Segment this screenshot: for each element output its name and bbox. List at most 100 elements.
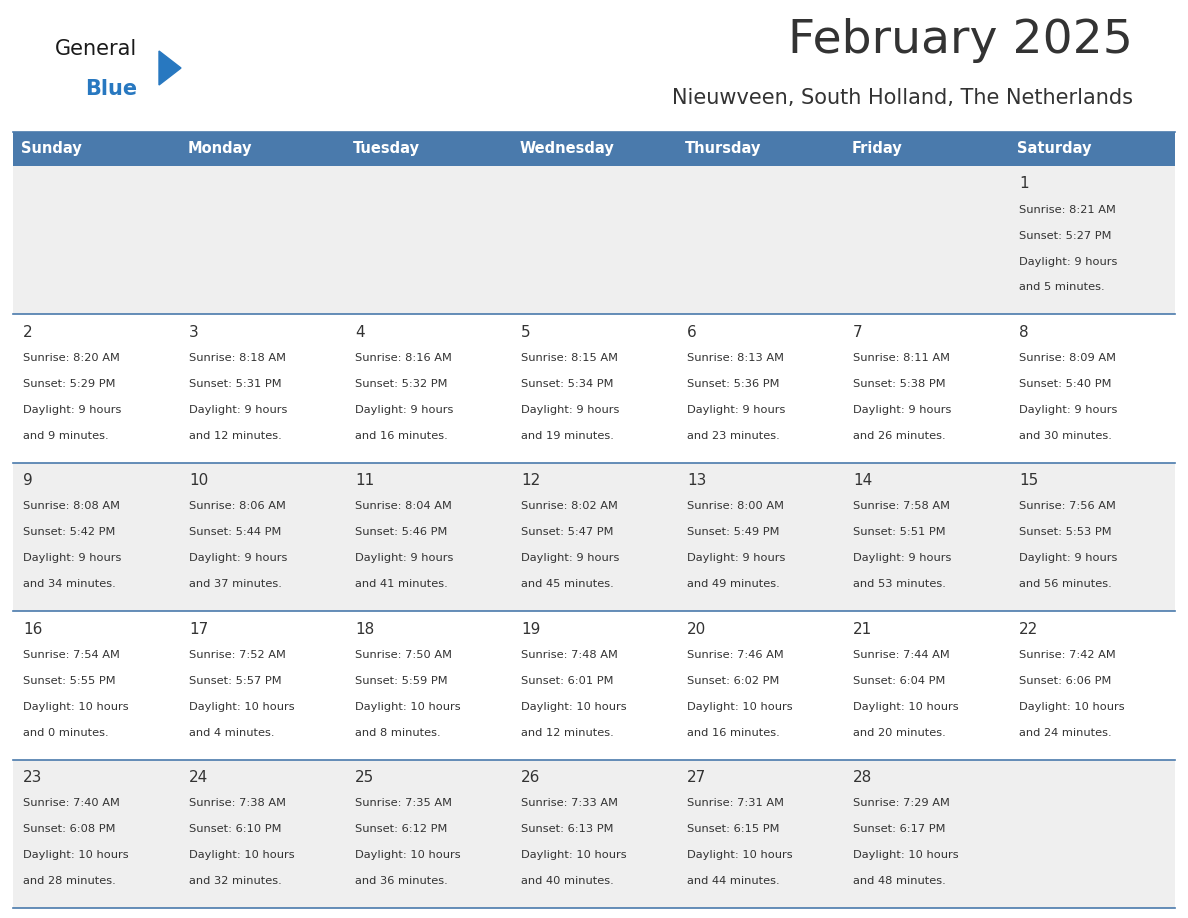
Text: Daylight: 10 hours: Daylight: 10 hours bbox=[522, 850, 626, 860]
Text: and 12 minutes.: and 12 minutes. bbox=[189, 431, 282, 441]
Bar bbox=[13, 314, 1175, 463]
Text: Sunset: 5:51 PM: Sunset: 5:51 PM bbox=[853, 527, 946, 537]
Text: Sunset: 6:10 PM: Sunset: 6:10 PM bbox=[189, 824, 282, 834]
Text: 22: 22 bbox=[1019, 621, 1038, 636]
Text: General: General bbox=[55, 39, 138, 59]
Text: Sunrise: 7:40 AM: Sunrise: 7:40 AM bbox=[23, 798, 120, 808]
Text: Sunset: 5:32 PM: Sunset: 5:32 PM bbox=[355, 379, 448, 389]
Text: Sunrise: 8:08 AM: Sunrise: 8:08 AM bbox=[23, 501, 120, 511]
Text: Sunset: 6:01 PM: Sunset: 6:01 PM bbox=[522, 676, 613, 686]
Text: and 44 minutes.: and 44 minutes. bbox=[687, 876, 779, 886]
Text: Sunrise: 7:35 AM: Sunrise: 7:35 AM bbox=[355, 798, 451, 808]
Text: and 48 minutes.: and 48 minutes. bbox=[853, 876, 946, 886]
Text: and 20 minutes.: and 20 minutes. bbox=[853, 728, 946, 738]
Bar bbox=[345, 132, 511, 166]
Text: Sunrise: 8:13 AM: Sunrise: 8:13 AM bbox=[687, 353, 784, 363]
Text: and 36 minutes.: and 36 minutes. bbox=[355, 876, 448, 886]
Text: Sunrise: 8:04 AM: Sunrise: 8:04 AM bbox=[355, 501, 451, 511]
Text: 6: 6 bbox=[687, 325, 696, 340]
Text: Sunrise: 7:48 AM: Sunrise: 7:48 AM bbox=[522, 650, 618, 660]
Text: Sunset: 5:59 PM: Sunset: 5:59 PM bbox=[355, 676, 448, 686]
Bar bbox=[1009, 132, 1175, 166]
Text: and 19 minutes.: and 19 minutes. bbox=[522, 431, 614, 441]
Bar bbox=[13, 463, 1175, 611]
Text: Sunrise: 7:31 AM: Sunrise: 7:31 AM bbox=[687, 798, 784, 808]
Text: Daylight: 9 hours: Daylight: 9 hours bbox=[23, 405, 121, 415]
Text: and 34 minutes.: and 34 minutes. bbox=[23, 579, 115, 589]
Text: Daylight: 9 hours: Daylight: 9 hours bbox=[687, 554, 785, 564]
Text: 27: 27 bbox=[687, 770, 706, 785]
Text: Sunrise: 7:46 AM: Sunrise: 7:46 AM bbox=[687, 650, 784, 660]
Text: and 56 minutes.: and 56 minutes. bbox=[1019, 579, 1112, 589]
Text: 16: 16 bbox=[23, 621, 43, 636]
Text: Sunset: 5:27 PM: Sunset: 5:27 PM bbox=[1019, 230, 1112, 241]
Text: Sunrise: 7:56 AM: Sunrise: 7:56 AM bbox=[1019, 501, 1116, 511]
Text: Sunset: 5:40 PM: Sunset: 5:40 PM bbox=[1019, 379, 1112, 389]
Text: Sunset: 5:49 PM: Sunset: 5:49 PM bbox=[687, 527, 779, 537]
Text: Daylight: 10 hours: Daylight: 10 hours bbox=[687, 850, 792, 860]
Text: Sunrise: 7:38 AM: Sunrise: 7:38 AM bbox=[189, 798, 286, 808]
Text: Daylight: 10 hours: Daylight: 10 hours bbox=[23, 701, 128, 711]
Text: Sunrise: 8:00 AM: Sunrise: 8:00 AM bbox=[687, 501, 784, 511]
Text: and 49 minutes.: and 49 minutes. bbox=[687, 579, 779, 589]
Text: 12: 12 bbox=[522, 473, 541, 488]
Text: and 16 minutes.: and 16 minutes. bbox=[687, 728, 779, 738]
Text: Daylight: 10 hours: Daylight: 10 hours bbox=[23, 850, 128, 860]
Text: Daylight: 9 hours: Daylight: 9 hours bbox=[1019, 256, 1118, 266]
Text: Daylight: 9 hours: Daylight: 9 hours bbox=[1019, 554, 1118, 564]
Text: 25: 25 bbox=[355, 770, 374, 785]
Text: Sunrise: 7:58 AM: Sunrise: 7:58 AM bbox=[853, 501, 950, 511]
Text: Sunset: 5:46 PM: Sunset: 5:46 PM bbox=[355, 527, 448, 537]
Text: Sunset: 6:17 PM: Sunset: 6:17 PM bbox=[853, 824, 946, 834]
Text: and 0 minutes.: and 0 minutes. bbox=[23, 728, 108, 738]
Text: Daylight: 9 hours: Daylight: 9 hours bbox=[189, 405, 287, 415]
Text: and 5 minutes.: and 5 minutes. bbox=[1019, 283, 1105, 293]
Text: 7: 7 bbox=[853, 325, 862, 340]
Text: Sunset: 6:06 PM: Sunset: 6:06 PM bbox=[1019, 676, 1111, 686]
Text: Sunset: 6:08 PM: Sunset: 6:08 PM bbox=[23, 824, 115, 834]
Text: Sunset: 5:55 PM: Sunset: 5:55 PM bbox=[23, 676, 115, 686]
Text: and 30 minutes.: and 30 minutes. bbox=[1019, 431, 1112, 441]
Text: 20: 20 bbox=[687, 621, 706, 636]
Text: Daylight: 10 hours: Daylight: 10 hours bbox=[853, 850, 959, 860]
Text: Daylight: 10 hours: Daylight: 10 hours bbox=[355, 850, 461, 860]
Text: Daylight: 9 hours: Daylight: 9 hours bbox=[687, 405, 785, 415]
Text: Sunrise: 7:42 AM: Sunrise: 7:42 AM bbox=[1019, 650, 1116, 660]
Text: Daylight: 9 hours: Daylight: 9 hours bbox=[1019, 405, 1118, 415]
Text: Sunset: 5:36 PM: Sunset: 5:36 PM bbox=[687, 379, 779, 389]
Text: Thursday: Thursday bbox=[685, 141, 762, 156]
Text: 26: 26 bbox=[522, 770, 541, 785]
Text: 11: 11 bbox=[355, 473, 374, 488]
Text: 10: 10 bbox=[189, 473, 208, 488]
Text: and 26 minutes.: and 26 minutes. bbox=[853, 431, 946, 441]
Text: and 9 minutes.: and 9 minutes. bbox=[23, 431, 108, 441]
Text: 28: 28 bbox=[853, 770, 872, 785]
Text: Saturday: Saturday bbox=[1017, 141, 1092, 156]
Text: Sunrise: 7:50 AM: Sunrise: 7:50 AM bbox=[355, 650, 451, 660]
Text: Daylight: 9 hours: Daylight: 9 hours bbox=[522, 405, 619, 415]
Text: Daylight: 9 hours: Daylight: 9 hours bbox=[853, 554, 952, 564]
Text: Sunset: 6:02 PM: Sunset: 6:02 PM bbox=[687, 676, 779, 686]
Text: Nieuwveen, South Holland, The Netherlands: Nieuwveen, South Holland, The Netherland… bbox=[672, 88, 1133, 108]
Text: Sunset: 5:31 PM: Sunset: 5:31 PM bbox=[189, 379, 282, 389]
Text: Sunset: 6:12 PM: Sunset: 6:12 PM bbox=[355, 824, 448, 834]
Bar bbox=[511, 132, 677, 166]
Text: Daylight: 9 hours: Daylight: 9 hours bbox=[522, 554, 619, 564]
Text: and 12 minutes.: and 12 minutes. bbox=[522, 728, 614, 738]
Text: Sunset: 5:57 PM: Sunset: 5:57 PM bbox=[189, 676, 282, 686]
Bar bbox=[13, 166, 1175, 314]
Text: Sunset: 6:04 PM: Sunset: 6:04 PM bbox=[853, 676, 946, 686]
Text: 8: 8 bbox=[1019, 325, 1029, 340]
Text: Daylight: 9 hours: Daylight: 9 hours bbox=[853, 405, 952, 415]
Text: Sunrise: 7:29 AM: Sunrise: 7:29 AM bbox=[853, 798, 950, 808]
Text: and 8 minutes.: and 8 minutes. bbox=[355, 728, 441, 738]
Text: Sunset: 5:29 PM: Sunset: 5:29 PM bbox=[23, 379, 115, 389]
Text: and 16 minutes.: and 16 minutes. bbox=[355, 431, 448, 441]
Bar bbox=[13, 611, 1175, 759]
Text: Sunset: 6:13 PM: Sunset: 6:13 PM bbox=[522, 824, 613, 834]
Text: Sunrise: 7:33 AM: Sunrise: 7:33 AM bbox=[522, 798, 618, 808]
Text: Daylight: 10 hours: Daylight: 10 hours bbox=[522, 701, 626, 711]
Text: Blue: Blue bbox=[86, 79, 137, 99]
Text: Sunrise: 8:18 AM: Sunrise: 8:18 AM bbox=[189, 353, 286, 363]
Text: Sunrise: 8:15 AM: Sunrise: 8:15 AM bbox=[522, 353, 618, 363]
